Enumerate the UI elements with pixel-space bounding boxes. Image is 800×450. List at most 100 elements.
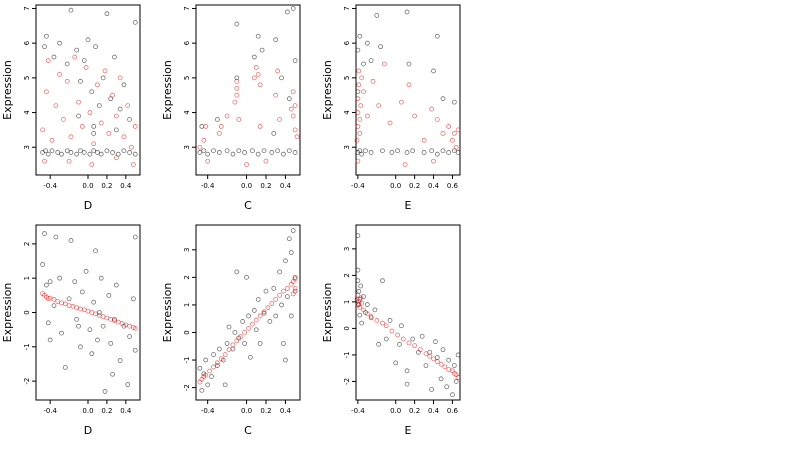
data-point: [355, 278, 361, 284]
y-tick-label: -2: [183, 384, 191, 391]
data-point: [205, 382, 211, 388]
data-point: [98, 275, 104, 281]
data-point: [216, 130, 222, 136]
data-point: [368, 58, 374, 63]
data-point: [42, 231, 47, 236]
data-point: [253, 327, 259, 333]
data-point: [132, 151, 138, 157]
data-point: [363, 148, 368, 154]
data-point: [68, 150, 74, 155]
data-point: [61, 117, 66, 122]
data-point: [74, 151, 80, 157]
data-point: [234, 85, 240, 91]
data-point: [455, 127, 461, 133]
data-point: [383, 323, 389, 329]
data-point: [95, 150, 100, 155]
data-point: [234, 338, 240, 344]
data-point: [87, 151, 93, 157]
y-axis-title: Expression: [321, 283, 334, 343]
series-2: [354, 61, 461, 167]
y-tick-label: -2: [343, 378, 351, 385]
data-point: [361, 307, 366, 313]
data-point: [197, 365, 203, 371]
y-tick-label: 0: [183, 330, 191, 334]
x-tick-label: 0.6: [447, 407, 459, 415]
data-point: [253, 317, 259, 323]
data-point: [68, 238, 74, 243]
y-axis-title: Expression: [1, 283, 14, 343]
data-point: [218, 124, 224, 129]
data-point: [59, 300, 64, 306]
data-point: [249, 148, 255, 154]
data-point: [246, 313, 251, 319]
data-point: [283, 258, 288, 264]
data-point: [104, 148, 110, 154]
data-point: [359, 320, 365, 326]
data-point: [355, 110, 361, 115]
data-point: [400, 336, 406, 342]
data-point: [364, 113, 370, 119]
y-tick-label: -1: [23, 343, 31, 350]
data-point: [226, 324, 232, 330]
data-point: [290, 228, 296, 233]
data-point: [98, 120, 104, 126]
data-point: [106, 130, 112, 136]
panel-5: -0.4 0.0 0.2 0.4 -2 -1 0 1 2 3 C Expression: [161, 224, 301, 437]
data-point: [95, 82, 100, 88]
data-point: [244, 274, 249, 280]
data-point: [450, 137, 455, 143]
data-point: [455, 375, 461, 380]
data-point: [113, 282, 119, 288]
data-point: [261, 309, 267, 315]
data-point: [286, 236, 292, 242]
panel-4: -0.4 0.0 0.2 0.4 -2 -1 0 1 2 D Expression: [1, 224, 141, 437]
series-1: [355, 9, 461, 157]
data-point: [269, 150, 275, 155]
data-point: [263, 288, 269, 294]
data-point: [257, 341, 263, 346]
data-point: [59, 330, 64, 336]
data-point: [234, 78, 240, 84]
data-point: [292, 103, 298, 109]
data-point: [238, 334, 244, 340]
x-tick-label: -0.4: [43, 407, 57, 415]
y-tick-label: 4: [23, 110, 31, 115]
data-point: [279, 302, 284, 308]
data-point: [279, 75, 284, 81]
data-point: [431, 68, 436, 74]
data-point: [74, 316, 80, 322]
data-point: [130, 296, 136, 302]
data-point: [47, 279, 53, 285]
data-point: [397, 341, 402, 347]
data-point: [421, 150, 427, 155]
data-point: [236, 117, 242, 122]
plot-frame: [355, 4, 461, 176]
y-tick-label: 6: [23, 40, 31, 45]
data-point: [205, 158, 211, 164]
series-2: [40, 291, 138, 331]
data-point: [121, 82, 127, 88]
data-point: [44, 89, 49, 95]
data-point: [127, 117, 133, 122]
data-point: [423, 351, 429, 356]
data-point: [211, 364, 216, 370]
data-point: [406, 82, 412, 88]
x-axis-title: C: [244, 199, 252, 212]
panel-1: -0.4 0.0 0.2 0.4 3 4 5 6 7 D Expression: [1, 4, 141, 212]
data-point: [110, 150, 115, 155]
data-point: [242, 150, 247, 155]
data-point: [91, 299, 97, 305]
data-point: [286, 96, 292, 102]
data-point: [277, 117, 282, 122]
data-point: [271, 130, 277, 136]
data-point: [364, 40, 370, 46]
y-axis-title: Expression: [321, 60, 334, 120]
y-tick-label: 5: [343, 76, 351, 80]
data-point: [57, 275, 63, 281]
data-point: [199, 124, 205, 129]
data-point: [387, 120, 393, 126]
x-axis-title: E: [405, 199, 412, 212]
data-point: [66, 296, 72, 302]
data-point: [356, 288, 362, 294]
data-point: [292, 58, 298, 63]
